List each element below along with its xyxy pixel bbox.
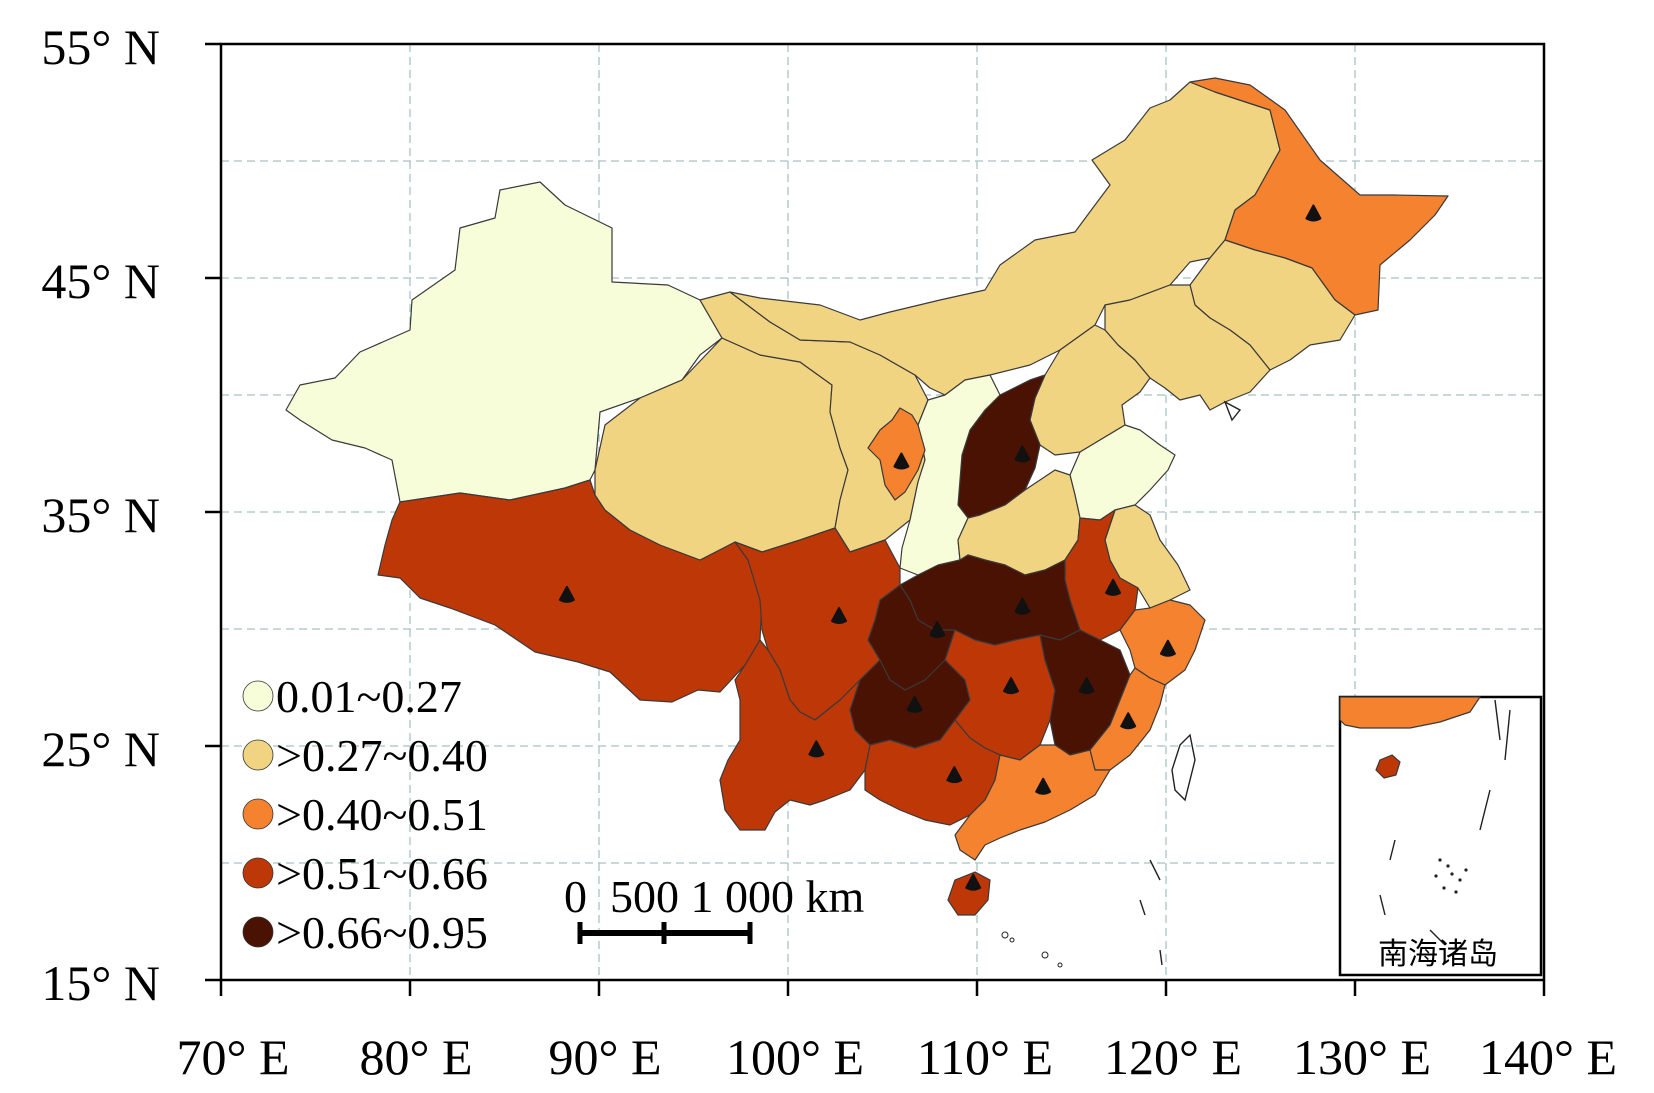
lon-label: 80° E — [359, 1029, 472, 1085]
station-marker — [1159, 639, 1176, 657]
lon-label: 130° E — [1293, 1029, 1431, 1085]
region-guangdong — [954, 744, 1111, 861]
station-marker — [1305, 204, 1322, 222]
inset-mainland — [1339, 696, 1481, 729]
station-marker — [906, 695, 923, 713]
legend-swatch-1 — [242, 680, 274, 712]
legend-label-3: >0.40~0.51 — [276, 789, 488, 840]
lat-label: 15° N — [41, 955, 160, 1011]
lon-label: 110° E — [917, 1029, 1053, 1085]
inset-hainan — [1375, 754, 1401, 779]
legend: 0.01~0.27 >0.27~0.40 >0.40~0.51 >0.51~0.… — [242, 671, 488, 958]
region-ningxia — [867, 407, 926, 501]
lat-label: 25° N — [41, 721, 160, 777]
lon-label: 70° E — [176, 1029, 289, 1085]
station-marker — [808, 740, 825, 758]
markers — [558, 204, 1322, 891]
region-heilongjiang — [1189, 77, 1449, 316]
provinces — [285, 77, 1449, 916]
longitude-labels: 70° E 80° E 90° E 100° E 110° E 120° E 1… — [176, 1029, 1617, 1085]
region-hainan — [947, 871, 991, 916]
lon-label: 140° E — [1479, 1029, 1617, 1085]
station-marker — [1014, 445, 1031, 463]
station-marker — [946, 766, 963, 784]
station-marker — [1078, 677, 1095, 695]
legend-label-5: >0.66~0.95 — [276, 907, 488, 958]
legend-swatch-2 — [242, 739, 274, 771]
legend-label-2: >0.27~0.40 — [276, 730, 488, 781]
lat-label: 35° N — [41, 487, 160, 543]
legend-swatch-4 — [242, 857, 274, 889]
station-marker — [1120, 712, 1137, 730]
legend-swatch-3 — [242, 798, 274, 830]
lat-label: 55° N — [41, 19, 160, 75]
station-marker — [558, 585, 575, 603]
latitude-labels: 55° N 45° N 35° N 25° N 15° N — [41, 19, 160, 1011]
station-marker — [831, 606, 848, 624]
station-marker — [1003, 677, 1020, 695]
lon-label: 120° E — [1104, 1029, 1242, 1085]
station-marker — [1035, 777, 1052, 795]
legend-swatch-5 — [242, 916, 274, 948]
lon-label: 90° E — [548, 1029, 661, 1085]
region-yunnan — [719, 639, 871, 831]
lat-label: 45° N — [41, 253, 160, 309]
scale-bar-label: 0 500 1 000 km — [564, 871, 865, 922]
station-marker — [1105, 578, 1122, 596]
station-marker — [1014, 597, 1031, 615]
map-frame — [205, 42, 1546, 996]
legend-label-1: 0.01~0.27 — [276, 671, 462, 722]
lon-label: 100° E — [726, 1029, 864, 1085]
inset-south-china-sea — [1338, 695, 1543, 977]
inset-label: 南海诸岛 — [1378, 937, 1498, 972]
coast-islands — [1001, 400, 1242, 968]
legend-label-4: >0.51~0.66 — [276, 848, 488, 899]
scale-bar: 0 500 1 000 km — [564, 871, 865, 944]
station-marker — [929, 621, 946, 638]
station-marker — [893, 452, 910, 470]
station-marker — [965, 873, 982, 891]
